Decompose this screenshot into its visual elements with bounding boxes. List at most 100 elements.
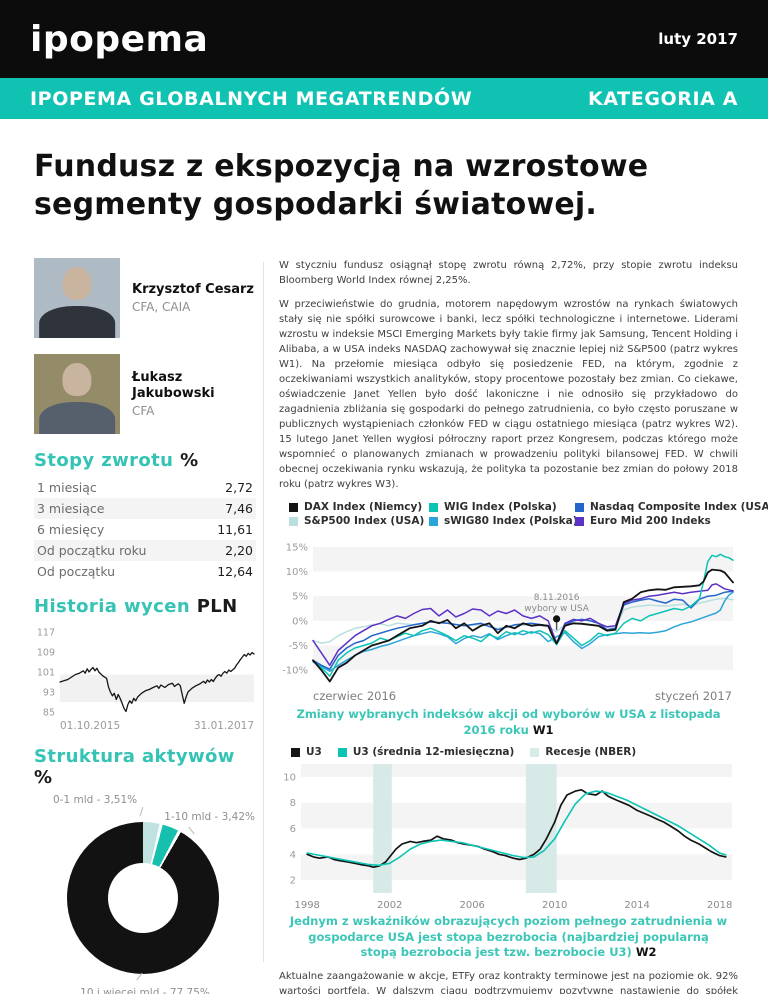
returns-row: Od początku roku 2,20: [34, 540, 256, 561]
legend-item: WIG Index (Polska): [429, 501, 575, 513]
caption-text: Jednym z wskaźników obrazujących poziom …: [289, 914, 728, 960]
svg-text:93: 93: [43, 688, 55, 699]
fund-category-badge: KATEGORIA A: [588, 87, 738, 110]
nav-history-chart: 117 109 101 93 85: [37, 628, 255, 719]
svg-text:2006: 2006: [459, 900, 484, 910]
legend-item: Nasdaq Composite Index (USA): [575, 501, 768, 513]
manager-card: Łukasz Jakubowski CFA: [34, 354, 256, 434]
caption-tag: W2: [635, 945, 657, 960]
nav-history-heading-unit: PLN: [196, 596, 238, 617]
legend-swatch: [429, 502, 438, 512]
column-divider: [263, 262, 264, 962]
svg-text:2014: 2014: [624, 900, 649, 910]
sidebar: Krzysztof Cesarz CFA, CAIA Łukasz Jakubo…: [34, 258, 256, 994]
returns-value: 12,64: [217, 564, 253, 579]
chart-w1-caption: Zmiany wybranych indeksów akcji od wybor…: [279, 707, 738, 738]
returns-row: 6 miesięcy 11,61: [34, 519, 256, 540]
svg-text:109: 109: [37, 648, 55, 659]
legend-item: Recesje (NBER): [530, 746, 636, 758]
svg-text:8: 8: [290, 798, 296, 809]
returns-value: 2,72: [225, 480, 253, 495]
svg-text:2018: 2018: [707, 900, 732, 910]
legend-item: Euro Mid 200 Indeks: [575, 515, 747, 527]
svg-text:1998: 1998: [294, 900, 319, 910]
caption-tag: W1: [532, 722, 554, 737]
svg-text:0%: 0%: [292, 616, 308, 627]
legend-label: sWIG80 Index (Polska): [444, 515, 578, 527]
x-axis-end-label: styczeń 2017: [655, 689, 732, 703]
returns-value: 7,46: [225, 501, 253, 516]
legend-label: WIG Index (Polska): [444, 501, 557, 513]
unemployment-chart: 10 8 6 4 2 1998 2002 2006 2010 2014 2018: [283, 764, 732, 910]
returns-table: 1 miesiąc 2,72 3 miesiące 7,46 6 miesięcy 11,…: [34, 477, 256, 582]
legend-swatch: [291, 747, 300, 757]
asset-structure-heading-unit: %: [34, 767, 53, 788]
legend-label: DAX Index (Niemcy): [304, 501, 423, 513]
issue-date: luty 2017: [658, 30, 738, 48]
asset-structure-chart: 0-1 mld - 3,51% 1-10 mld - 3,42% 10 i więc…: [39, 794, 255, 994]
manager-name: Łukasz Jakubowski: [132, 369, 215, 401]
nav-history-x-axis: 01.10.2015 31.01.2017: [34, 719, 256, 732]
asset-structure-heading: Struktura aktywów %: [34, 746, 256, 788]
asset-structure-heading-text: Struktura aktywów: [34, 746, 235, 767]
returns-heading-unit: %: [180, 450, 199, 471]
index-chart-x-axis: czerwiec 2016 styczeń 2017: [279, 689, 738, 703]
manager-photo: [34, 258, 120, 338]
legend-item: DAX Index (Niemcy): [289, 501, 429, 513]
legend-item: sWIG80 Index (Polska): [429, 515, 578, 527]
x-axis-end-label: 31.01.2017: [193, 720, 254, 732]
svg-text:4: 4: [290, 850, 296, 861]
donut-leader-line: [188, 826, 195, 835]
nav-history-heading: Historia wycen PLN: [34, 596, 256, 617]
returns-row: 1 miesiąc 2,72: [34, 477, 256, 498]
legend-swatch: [289, 502, 298, 512]
donut-chart: [67, 822, 219, 974]
donut-slice-label: 0-1 mld - 3,51%: [53, 794, 138, 806]
manager-credentials: CFA: [132, 404, 155, 419]
returns-period-label: 3 miesiące: [37, 501, 105, 516]
legend-item: U3 (średnia 12-miesięczna): [337, 746, 514, 758]
caption-text: Zmiany wybranych indeksów akcji od wybor…: [296, 707, 721, 737]
svg-text:-5%: -5%: [289, 641, 308, 652]
manager-photo: [34, 354, 120, 434]
svg-text:85: 85: [43, 708, 55, 719]
legend-swatch: [429, 516, 438, 526]
returns-heading-text: Stopy zwrotu: [34, 450, 174, 471]
svg-text:-10%: -10%: [282, 666, 308, 677]
manager-card: Krzysztof Cesarz CFA, CAIA: [34, 258, 256, 338]
returns-value: 2,20: [225, 543, 253, 558]
donut-slice-label: 10 i więcej mld - 77,75%: [80, 987, 210, 994]
legend-swatch: [337, 747, 347, 757]
legend-label: S&P500 Index (USA): [304, 515, 425, 527]
legend-label: U3: [306, 746, 322, 759]
svg-text:2010: 2010: [542, 900, 567, 910]
commentary-paragraph: W styczniu fundusz osiągnął stopę zwrotu…: [279, 260, 738, 286]
returns-row: 3 miesiące 7,46: [34, 498, 256, 519]
svg-text:8.11.2016: 8.11.2016: [534, 593, 580, 603]
svg-text:wybory w USA: wybory w USA: [524, 604, 589, 614]
svg-text:117: 117: [37, 628, 55, 639]
returns-period-label: Od początku roku: [37, 543, 147, 558]
x-axis-start-label: 01.10.2015: [60, 720, 121, 732]
manager-info: Krzysztof Cesarz CFA, CAIA: [132, 282, 254, 314]
svg-text:101: 101: [37, 668, 55, 679]
returns-row: Od początku 12,64: [34, 561, 256, 582]
legend-label: Euro Mid 200 Indeks: [590, 515, 711, 527]
legend-swatch: [575, 502, 584, 512]
commentary-paragraph: W przeciwieństwie do grudnia, motorem na…: [279, 299, 738, 490]
returns-value: 11,61: [217, 522, 253, 537]
unemployment-chart-legend: U3 U3 (średnia 12-miesięczna) Recesje (NBE…: [291, 746, 738, 758]
svg-text:15%: 15%: [286, 542, 308, 553]
returns-period-label: 6 miesięcy: [37, 522, 105, 537]
svg-text:2: 2: [290, 876, 296, 887]
legend-label: Nasdaq Composite Index (USA): [590, 501, 768, 513]
legend-swatch: [530, 747, 540, 757]
legend-item: U3: [291, 746, 322, 758]
manager-credentials: CFA, CAIA: [132, 300, 191, 315]
nav-history-heading-text: Historia wycen: [34, 596, 191, 617]
ipopema-logo: ipopema: [30, 18, 209, 60]
legend-item: S&P500 Index (USA): [289, 515, 429, 527]
manager-name: Krzysztof Cesarz: [132, 281, 255, 297]
